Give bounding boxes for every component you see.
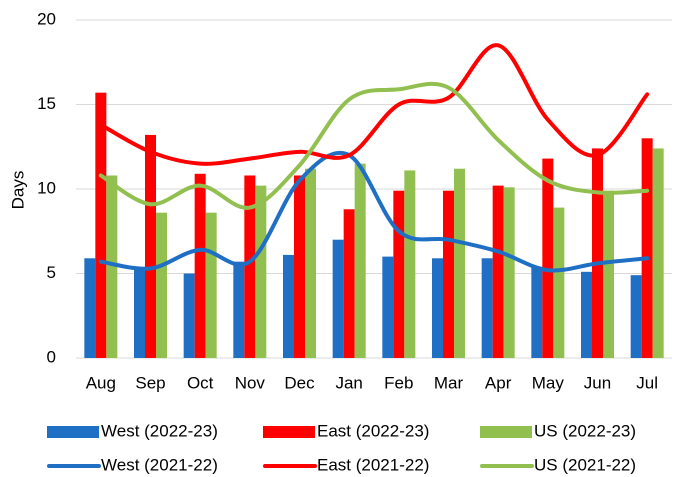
bar	[404, 170, 416, 358]
bar	[652, 148, 664, 358]
bar	[630, 275, 642, 358]
legend-swatch	[480, 426, 532, 438]
bar	[454, 168, 465, 358]
legend-label: East (2022-23)	[317, 421, 429, 440]
x-tick-label: Oct	[187, 373, 214, 392]
bar	[432, 258, 443, 358]
x-tick-label: Sep	[135, 373, 165, 392]
bar	[443, 190, 454, 358]
bar	[145, 134, 156, 358]
bar	[95, 92, 107, 359]
x-tick-label: Feb	[384, 373, 413, 392]
bar	[283, 254, 294, 358]
x-tick-label: Aug	[86, 373, 116, 392]
y-tick-label: 20	[37, 9, 56, 28]
bar	[305, 168, 316, 358]
x-tick-label: Jul	[636, 373, 658, 392]
legend-label: US (2021-22)	[534, 455, 636, 474]
bar	[603, 190, 614, 358]
bar	[343, 209, 355, 358]
bar	[581, 271, 592, 358]
x-tick-label: May	[532, 373, 565, 392]
bar	[134, 268, 145, 358]
line	[98, 81, 650, 210]
bar	[244, 175, 256, 358]
x-tick-label: Apr	[485, 373, 512, 392]
bar	[492, 185, 504, 358]
y-tick-label: 0	[47, 347, 56, 366]
bar	[84, 258, 96, 358]
bar	[393, 190, 405, 358]
legend-swatch	[47, 426, 99, 438]
x-tick-label: Mar	[434, 373, 464, 392]
bar	[156, 212, 167, 358]
bar	[553, 207, 565, 358]
bar	[531, 266, 543, 358]
bar	[106, 175, 118, 358]
y-tick-label: 15	[37, 94, 56, 113]
y-tick-label: 10	[37, 178, 56, 197]
y-tick-label: 5	[47, 263, 56, 282]
line	[98, 150, 650, 273]
bar	[354, 163, 366, 358]
bar	[183, 273, 195, 358]
bar	[205, 212, 217, 358]
line	[98, 43, 650, 166]
legend-label: West (2021-22)	[101, 455, 218, 474]
bar	[294, 175, 305, 358]
x-tick-label: Dec	[284, 373, 315, 392]
bar	[542, 158, 554, 358]
legend-swatch	[263, 426, 315, 438]
bar	[233, 261, 245, 358]
legend-label: US (2022-23)	[534, 421, 636, 440]
bar	[481, 258, 493, 358]
legend-label: West (2022-23)	[101, 421, 218, 440]
bar	[332, 239, 344, 358]
bar	[382, 256, 394, 358]
bar	[255, 185, 267, 358]
bar	[641, 138, 653, 358]
x-tick-label: Nov	[235, 373, 266, 392]
bar	[194, 173, 206, 358]
bar	[503, 187, 515, 358]
x-tick-label: Jan	[335, 373, 362, 392]
x-tick-label: Jun	[584, 373, 611, 392]
bar	[592, 148, 603, 358]
y-axis-label: Days	[8, 171, 27, 210]
legend-label: East (2021-22)	[317, 455, 429, 474]
